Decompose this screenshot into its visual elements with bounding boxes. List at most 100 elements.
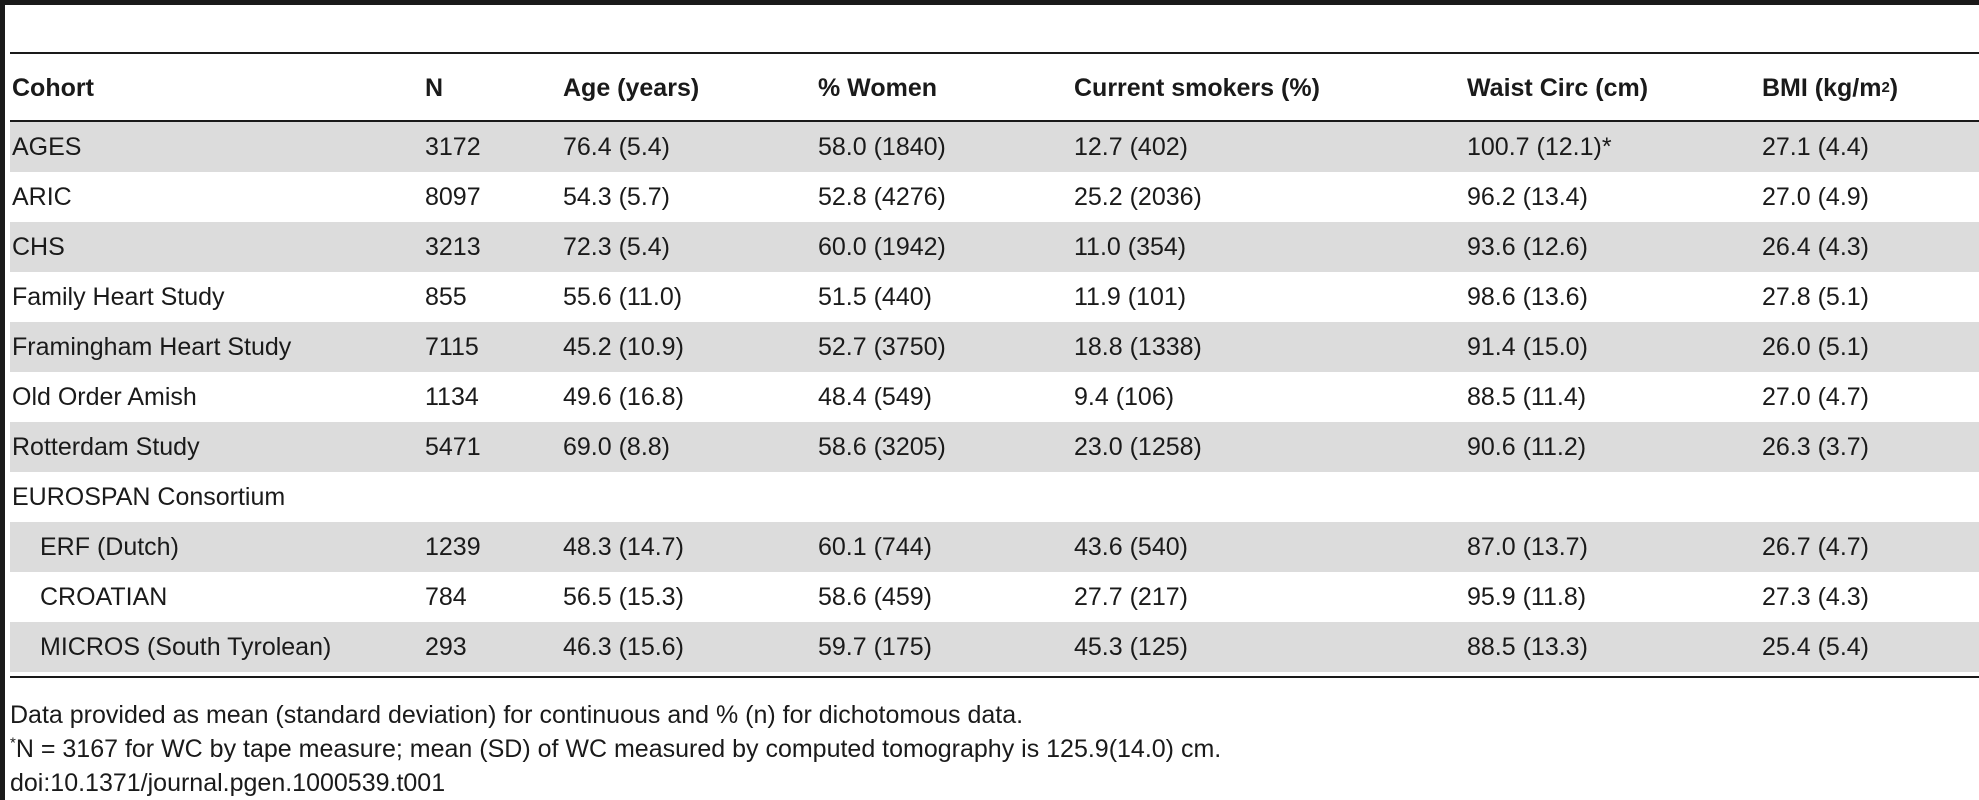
women-cell: 60.1 (744) [818, 532, 932, 561]
waist-cell: 87.0 (13.7) [1467, 532, 1588, 561]
table-row: Old Order Amish 1134 49.6 (16.8) 48.4 (549)… [10, 372, 1979, 422]
women-cell: 58.0 (1840) [818, 132, 946, 161]
age-cell: 54.3 (5.7) [563, 182, 671, 211]
bmi-cell: 26.0 (5.1) [1762, 332, 1870, 361]
cohort-cell: Old Order Amish [12, 382, 197, 411]
age-cell: 56.5 (15.3) [563, 582, 684, 611]
cohort-cell: CROATIAN [40, 582, 168, 611]
table-row: ERF (Dutch) 1239 48.3 (14.7) 60.1 (744) 43.6… [10, 522, 1979, 572]
n-cell: 1239 [425, 532, 481, 561]
n-cell: 784 [425, 582, 467, 611]
n-cell: 8097 [425, 182, 481, 211]
age-cell: 49.6 (16.8) [563, 382, 684, 411]
bmi-cell: 27.3 (4.3) [1762, 582, 1870, 611]
smokers-cell: 23.0 (1258) [1074, 432, 1202, 461]
cohort-cell: ERF (Dutch) [40, 532, 179, 561]
table-row: EUROSPAN Consortium [10, 472, 1979, 522]
table-row: ARIC 8097 54.3 (5.7) 52.8 (4276) 25.2 (2036)… [10, 172, 1979, 222]
table-row: AGES 3172 76.4 (5.4) 58.0 (1840) 12.7 (402) 1… [10, 122, 1979, 172]
women-cell: 51.5 (440) [818, 282, 932, 311]
bmi-cell: 27.1 (4.4) [1762, 132, 1870, 161]
cohort-cell: EUROSPAN Consortium [12, 482, 286, 511]
header-cohort: Cohort [12, 73, 94, 102]
waist-cell: 95.9 (11.8) [1467, 582, 1587, 611]
age-cell: 55.6 (11.0) [563, 282, 683, 311]
bmi-cell: 25.4 (5.4) [1762, 632, 1870, 661]
table-row: Framingham Heart Study 7115 45.2 (10.9) 52.… [10, 322, 1979, 372]
bmi-cell: 26.7 (4.7) [1762, 532, 1870, 561]
smokers-cell: 25.2 (2036) [1074, 182, 1202, 211]
top-frame-border [0, 0, 1979, 5]
footnote-doi: doi:10.1371/journal.pgen.1000539.t001 [10, 769, 446, 797]
women-cell: 48.4 (549) [818, 382, 932, 411]
table-header-rule [10, 120, 1979, 122]
header-smokers: Current smokers (%) [1074, 73, 1320, 102]
cohort-cell: Rotterdam Study [12, 432, 200, 461]
bmi-cell: 27.0 (4.7) [1762, 382, 1870, 411]
table-row: CROATIAN 784 56.5 (15.3) 58.6 (459) 27.7 (21… [10, 572, 1979, 622]
bmi-cell: 27.8 (5.1) [1762, 282, 1870, 311]
header-women: % Women [818, 73, 937, 102]
footnote-waist-measure: *N = 3167 for WC by tape measure; mean (… [10, 732, 1970, 766]
header-n: N [425, 73, 444, 102]
n-cell: 3172 [425, 132, 481, 161]
waist-cell: 100.7 (12.1)* [1467, 132, 1612, 161]
table-row: MICROS (South Tyrolean) 293 46.3 (15.6) 59.… [10, 622, 1979, 672]
waist-cell: 91.4 (15.0) [1467, 332, 1588, 361]
cohort-cell: CHS [12, 232, 65, 261]
waist-cell: 93.6 (12.6) [1467, 232, 1588, 261]
cohort-cell: AGES [12, 132, 82, 161]
age-cell: 69.0 (8.8) [563, 432, 671, 461]
age-cell: 76.4 (5.4) [563, 132, 671, 161]
smokers-cell: 45.3 (125) [1074, 632, 1188, 661]
left-frame-border [0, 0, 5, 800]
age-cell: 46.3 (15.6) [563, 632, 684, 661]
age-cell: 72.3 (5.4) [563, 232, 671, 261]
cohort-cell: Family Heart Study [12, 282, 225, 311]
women-cell: 60.0 (1942) [818, 232, 946, 261]
waist-cell: 96.2 (13.4) [1467, 182, 1588, 211]
smokers-cell: 9.4 (106) [1074, 382, 1175, 411]
women-cell: 58.6 (459) [818, 582, 932, 611]
header-waist: Waist Circ (cm) [1467, 73, 1649, 102]
n-cell: 3213 [425, 232, 481, 261]
n-cell: 5471 [425, 432, 481, 461]
header-bmi: BMI (kg/m 2) [1762, 73, 1899, 102]
cohort-cell: ARIC [12, 182, 72, 211]
table-footnotes: Data provided as mean (standard deviatio… [10, 698, 1970, 800]
waist-cell: 98.6 (13.6) [1467, 282, 1588, 311]
smokers-cell: 11.9 (101) [1074, 282, 1187, 311]
header-bmi-suffix: ) [1889, 73, 1899, 102]
footnote-marker: * [10, 734, 16, 752]
bmi-cell: 26.4 (4.3) [1762, 232, 1870, 261]
table-row: CHS 3213 72.3 (5.4) 60.0 (1942) 11.0 (354) 93… [10, 222, 1979, 272]
table-bottom-rule [10, 676, 1979, 678]
n-cell: 855 [425, 282, 467, 311]
women-cell: 59.7 (175) [818, 632, 932, 661]
bmi-cell: 26.3 (3.7) [1762, 432, 1870, 461]
waist-cell: 90.6 (11.2) [1467, 432, 1587, 461]
cohort-table: Cohort N Age (years) % Women Current smo… [10, 56, 1979, 120]
footnote-data-description: Data provided as mean (standard deviatio… [10, 701, 1024, 729]
table-body: AGES 3172 76.4 (5.4) 58.0 (1840) 12.7 (402) 1… [10, 122, 1979, 672]
women-cell: 58.6 (3205) [818, 432, 946, 461]
cohort-cell: Framingham Heart Study [12, 332, 292, 361]
n-cell: 1134 [425, 382, 479, 411]
table-row: Family Heart Study 855 55.6 (11.0) 51.5 (44… [10, 272, 1979, 322]
waist-cell: 88.5 (13.3) [1467, 632, 1588, 661]
smokers-cell: 18.8 (1338) [1074, 332, 1202, 361]
bmi-cell: 27.0 (4.9) [1762, 182, 1870, 211]
smokers-cell: 27.7 (217) [1074, 582, 1188, 611]
women-cell: 52.8 (4276) [818, 182, 946, 211]
footnote-waist-text: N = 3167 for WC by tape measure; mean (S… [15, 735, 1222, 763]
n-cell: 7115 [425, 332, 479, 361]
women-cell: 52.7 (3750) [818, 332, 946, 361]
smokers-cell: 11.0 (354) [1074, 232, 1187, 261]
cohort-cell: MICROS (South Tyrolean) [40, 632, 332, 661]
age-cell: 48.3 (14.7) [563, 532, 684, 561]
header-age: Age (years) [563, 73, 700, 102]
table-top-rule [10, 52, 1979, 54]
header-bmi-prefix: BMI (kg/m [1762, 73, 1882, 102]
waist-cell: 88.5 (11.4) [1467, 382, 1587, 411]
table-header-row: Cohort N Age (years) % Women Current smo… [10, 56, 1979, 120]
